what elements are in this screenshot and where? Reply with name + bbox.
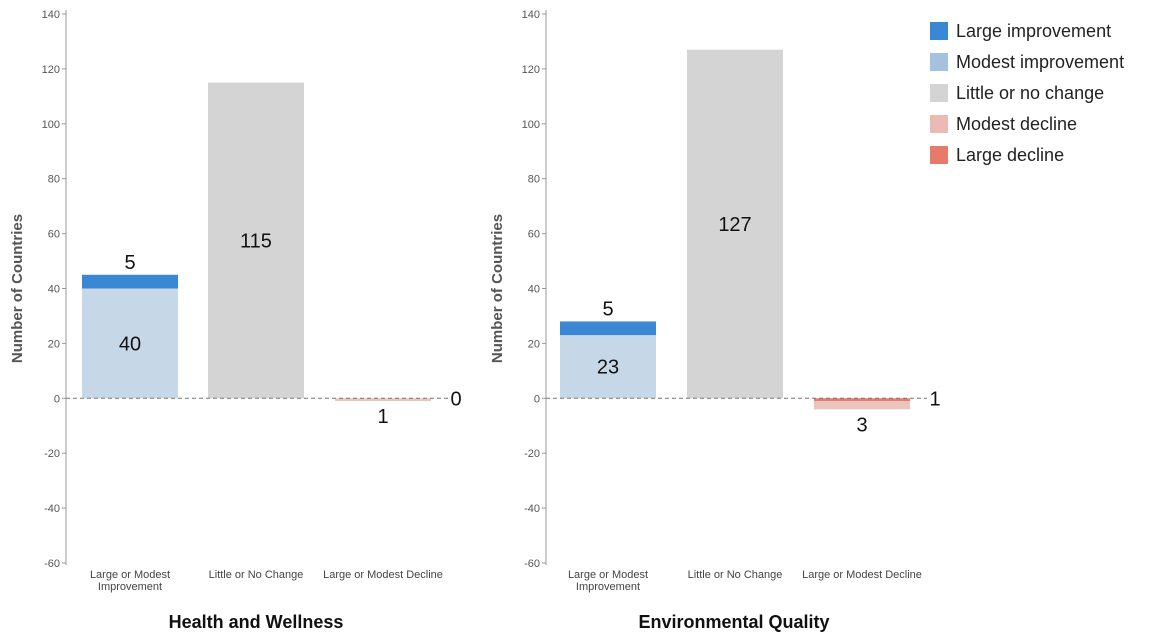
legend-label: Modest decline [956, 114, 1077, 134]
y-axis-label: Number of Countries [9, 214, 26, 363]
y-tick-label: 80 [528, 174, 540, 186]
y-tick-label: -40 [44, 503, 60, 515]
y-tick-label: -40 [524, 503, 540, 515]
legend-swatch [930, 115, 948, 133]
category-label-line: Large or Modest [568, 569, 648, 581]
bar-little-or-no-change [208, 82, 304, 399]
y-tick-label: 0 [54, 393, 60, 405]
data-label: 127 [718, 214, 751, 236]
category-label: Large or Modest Decline [323, 569, 443, 581]
y-tick-label: 140 [42, 9, 60, 21]
bar-large-decline [814, 398, 910, 402]
data-label: 23 [597, 357, 619, 379]
y-tick-label: 120 [522, 64, 540, 76]
legend: Large improvement Modest improvement Littl… [930, 21, 1124, 165]
data-label: 1 [377, 406, 388, 428]
chart-title: Environmental Quality [638, 612, 829, 632]
category-label: Large or Modest Improvement [568, 569, 648, 593]
data-label: 5 [124, 252, 135, 274]
category-label: Large or Modest Decline [802, 569, 922, 581]
bar-modest-decline [335, 398, 431, 402]
y-tick-label: 100 [522, 119, 540, 131]
y-tick-label: 40 [48, 284, 60, 296]
data-label: 0 [450, 388, 461, 410]
category-label: Little or No Change [688, 569, 783, 581]
legend-label: Little or no change [956, 83, 1104, 103]
bar-modest-decline [814, 401, 910, 410]
y-tick-label: -20 [44, 448, 60, 460]
y-tick-label: 0 [534, 393, 540, 405]
data-label: 3 [856, 414, 867, 436]
y-tick-label: 140 [522, 9, 540, 21]
y-tick-label: -60 [524, 558, 540, 570]
category-label: Little or No Change [209, 569, 304, 581]
data-label: 40 [119, 333, 141, 355]
legend-label: Large improvement [956, 21, 1111, 41]
chart-title: Health and Wellness [169, 612, 344, 632]
bar-large-improvement [82, 274, 178, 289]
legend-label: Large decline [956, 145, 1064, 165]
bar-modest-improvement [560, 335, 656, 399]
category-label-line: Large or Modest [90, 569, 170, 581]
bar-modest-improvement [82, 288, 178, 399]
y-axis-label: Number of Countries [489, 214, 506, 363]
legend-swatch [930, 146, 948, 164]
y-tick-label: 100 [42, 119, 60, 131]
category-label-line: Improvement [98, 581, 162, 593]
data-label: 1 [929, 388, 940, 410]
chart-panel-2: -60 -40 -20 0 20 40 60 80 100 120 140 Number of Cou… [489, 9, 941, 632]
y-tick-label: 40 [528, 284, 540, 296]
category-label: Large or Modest Improvement [90, 569, 170, 593]
bar-large-improvement [560, 321, 656, 336]
data-label: 115 [240, 230, 272, 252]
y-tick-label: -60 [44, 558, 60, 570]
y-tick-label: 20 [528, 338, 540, 350]
legend-swatch [930, 53, 948, 71]
y-tick-label: 80 [48, 174, 60, 186]
y-tick-label: 20 [48, 338, 60, 350]
data-label: 5 [602, 298, 613, 320]
y-tick-label: 60 [48, 229, 60, 241]
y-tick-label: 120 [42, 64, 60, 76]
y-tick-label: -20 [524, 448, 540, 460]
legend-label: Modest improvement [956, 52, 1124, 72]
category-label-line: Improvement [576, 581, 640, 593]
y-tick-label: 60 [528, 229, 540, 241]
bar-little-or-no-change [687, 49, 783, 399]
legend-swatch [930, 84, 948, 102]
legend-swatch [930, 22, 948, 40]
